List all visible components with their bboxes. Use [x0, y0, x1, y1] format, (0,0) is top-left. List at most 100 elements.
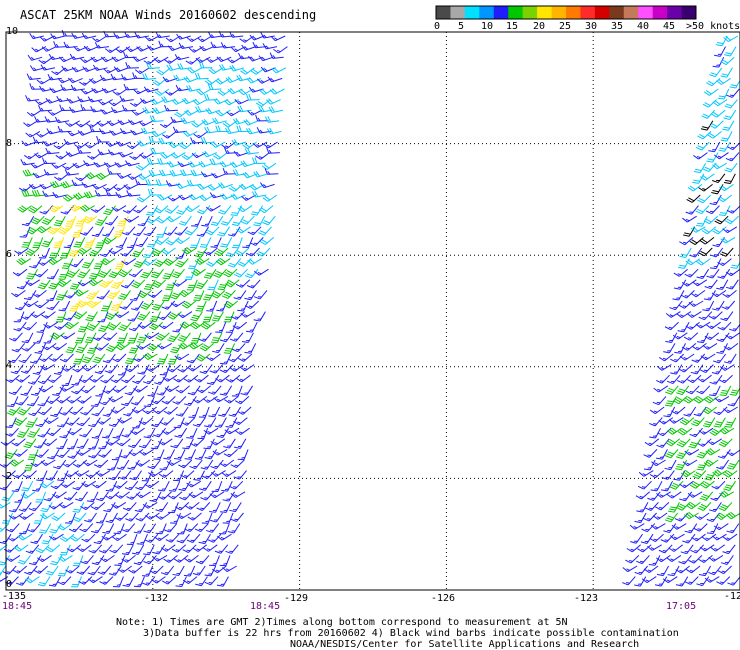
- wind-barb: [5, 523, 20, 533]
- wind-barb: [20, 385, 33, 396]
- wind-barb: [702, 417, 716, 428]
- wind-barb: [11, 343, 26, 353]
- wind-barb: [93, 161, 109, 168]
- wind-barb: [48, 502, 64, 510]
- wind-barb: [703, 88, 719, 96]
- wind-barb: [643, 449, 658, 458]
- wind-barb: [33, 512, 45, 524]
- wind-barb: [177, 161, 193, 168]
- wind-barb: [697, 131, 712, 140]
- wind-barb: [134, 32, 149, 39]
- wind-barb: [48, 576, 61, 587]
- wind-barb: [188, 342, 204, 350]
- wind-barb: [138, 438, 152, 449]
- wind-barb: [231, 139, 247, 146]
- wind-barb: [220, 237, 233, 248]
- wind-barb: [38, 353, 53, 362]
- x-tick-132: -132: [144, 593, 169, 604]
- wind-barb: [239, 364, 255, 372]
- wind-barb: [170, 152, 186, 159]
- wind-barb: [703, 459, 719, 467]
- wind-barb: [103, 162, 119, 168]
- wind-barb: [67, 247, 82, 258]
- wind-barb: [86, 290, 100, 300]
- wind-barb: [185, 502, 200, 510]
- wind-barb: [649, 470, 665, 479]
- wind-barb: [245, 93, 260, 101]
- wind-barb: [132, 374, 146, 385]
- wind-barb: [206, 56, 221, 63]
- wind-barb: [91, 406, 105, 417]
- wind-barb: [92, 64, 108, 71]
- wind-barb: [63, 491, 78, 501]
- wind-barb: [222, 290, 236, 299]
- wind-barb: [53, 215, 66, 227]
- wind-barb: [63, 237, 75, 249]
- wind-barb: [222, 167, 237, 175]
- wind-barb: [229, 502, 242, 513]
- wind-barb: [256, 247, 271, 257]
- wind-barb: [223, 449, 238, 458]
- wind-barb: [137, 173, 153, 181]
- wind-barb: [699, 237, 715, 245]
- wind-barb: [45, 470, 58, 481]
- wind-barb: [699, 544, 715, 552]
- wind-barb: [29, 555, 42, 566]
- wind-barb: [81, 533, 96, 543]
- wind-barb: [51, 162, 67, 169]
- wind-barb: [230, 491, 246, 498]
- wind-barb: [219, 523, 230, 535]
- wind-barb: [105, 438, 121, 446]
- wind-barb: [664, 449, 679, 459]
- wind-barb: [73, 289, 89, 297]
- wind-barb: [699, 364, 714, 373]
- wind-barb: [227, 56, 242, 64]
- wind-barb: [113, 576, 124, 588]
- wind-barb: [100, 554, 115, 563]
- wind-barb: [57, 470, 69, 482]
- wind-barb: [157, 157, 172, 165]
- legend-swatch: [609, 6, 625, 19]
- wind-barb: [720, 67, 733, 78]
- wind-barb: [25, 544, 40, 554]
- wind-barb: [140, 300, 155, 310]
- wind-barb: [141, 470, 153, 482]
- wind-barb: [711, 109, 726, 118]
- wind-barb: [185, 205, 200, 213]
- wind-barb: [244, 300, 260, 309]
- wind-barb: [223, 343, 236, 354]
- wind-barb: [674, 343, 686, 354]
- wind-barb: [196, 502, 211, 511]
- wind-barb: [690, 226, 706, 233]
- wind-barb: [127, 459, 140, 470]
- wind-barb: [41, 157, 56, 164]
- wind-barb: [686, 501, 701, 510]
- wind-barb: [215, 109, 231, 117]
- wind-barb: [154, 533, 169, 542]
- wind-barb: [77, 147, 91, 154]
- wind-barb: [158, 470, 174, 478]
- wind-barb: [729, 387, 740, 396]
- wind-barb: [30, 459, 46, 468]
- wind-barb: [80, 104, 94, 111]
- legend-label-25: 25: [559, 21, 572, 32]
- wind-barb: [117, 417, 133, 424]
- wind-barb: [622, 565, 638, 573]
- wind-barb: [678, 364, 693, 373]
- wind-barb: [233, 290, 247, 300]
- wind-barb: [27, 374, 41, 385]
- wind-barb: [193, 130, 209, 139]
- wind-barb: [689, 480, 705, 489]
- wind-barb: [240, 160, 256, 168]
- wind-barb: [63, 311, 77, 321]
- wind-barb: [77, 396, 92, 404]
- wind-barb: [229, 64, 245, 72]
- wind-barb: [724, 215, 739, 225]
- wind-barb: [140, 127, 156, 135]
- wind-barb: [121, 427, 135, 438]
- wind-barb: [183, 76, 199, 83]
- wind-barb: [114, 512, 129, 521]
- wind-barb: [704, 396, 719, 404]
- wind-barb: [217, 182, 233, 189]
- wind-barb: [208, 406, 221, 418]
